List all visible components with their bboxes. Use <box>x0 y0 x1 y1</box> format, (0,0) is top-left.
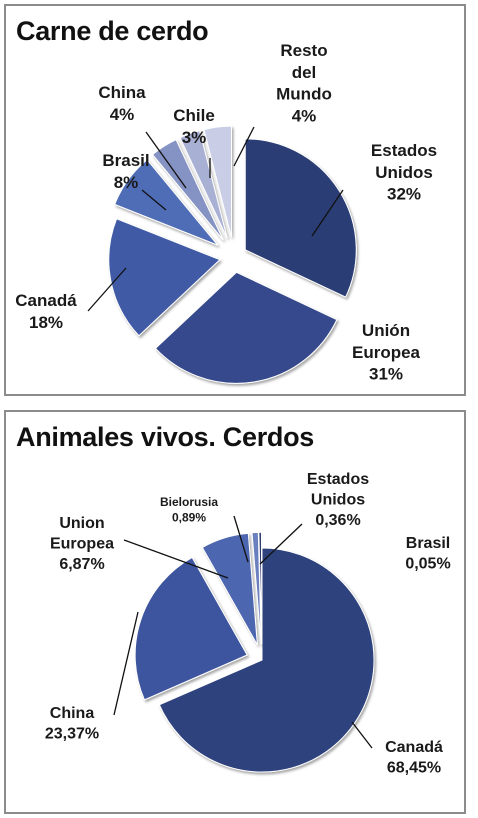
slice-label-canada: Canadá 68,45% <box>385 739 443 776</box>
slice-label-union-europea: Unión Europea 31% <box>352 321 421 384</box>
slice-label-chile: Chile 3% <box>173 106 215 147</box>
chart-panel-carne-de-cerdo: Carne de cerdo Estados Unidos 32% Unión Euro… <box>4 4 466 396</box>
slice-label-brasil: Brasil 8% <box>102 151 149 192</box>
pie-slice-bielorusia <box>251 531 262 645</box>
chart-title: Animales vivos. Cerdos <box>16 422 315 452</box>
pie-slice-china <box>134 556 248 701</box>
pie-slice-canada <box>158 547 375 773</box>
leader-line <box>123 539 229 579</box>
slice-label-china: China 4% <box>98 83 146 124</box>
chart-title: Carne de cerdo <box>16 16 209 46</box>
slice-label-union-europea: Union Europea 6,87% <box>50 515 114 573</box>
pie-chart-animales-vivos: Canadá 68,45% China 23,37% Union Europea 6,87%… <box>45 471 451 776</box>
pie-slice-estados-unidos <box>244 138 357 298</box>
slice-label-bielorusia: Bielorusia 0,89% <box>160 495 218 524</box>
pie-slice-union-europea <box>201 532 258 646</box>
chart-panel-animales-vivos: Animales vivos. Cerdos Canadá 68,45% China… <box>4 410 466 814</box>
pie-slice-chile <box>179 130 228 239</box>
slice-label-china: China 23,37% <box>45 705 99 742</box>
slice-label-estados-unidos: Estados Unidos 0,36% <box>307 471 369 529</box>
leader-line <box>311 189 344 237</box>
pie-slice-canada <box>108 218 221 337</box>
pie-chart-carne-de-cerdo: Estados Unidos 32% Unión Europea 31% Canadá 18%… <box>15 41 437 384</box>
leader-line <box>87 267 127 312</box>
slice-label-brasil: Brasil 0,05% <box>405 535 450 572</box>
leader-line <box>351 721 373 749</box>
pie-slice-union-europea <box>154 271 338 384</box>
leader-line <box>145 131 187 189</box>
leader-line <box>141 189 167 211</box>
leader-line <box>233 515 249 563</box>
slice-label-resto-del-mundo: Resto del Mundo 4% <box>276 41 332 125</box>
leader-line <box>233 126 255 167</box>
pie-slice-brasil <box>113 159 219 246</box>
pie-slice-resto-del-mundo <box>203 125 232 238</box>
leader-line <box>113 611 139 716</box>
slice-label-canada: Canadá 18% <box>15 291 77 332</box>
leader-line <box>259 523 303 565</box>
slice-label-estados-unidos: Estados Unidos 32% <box>371 141 437 204</box>
